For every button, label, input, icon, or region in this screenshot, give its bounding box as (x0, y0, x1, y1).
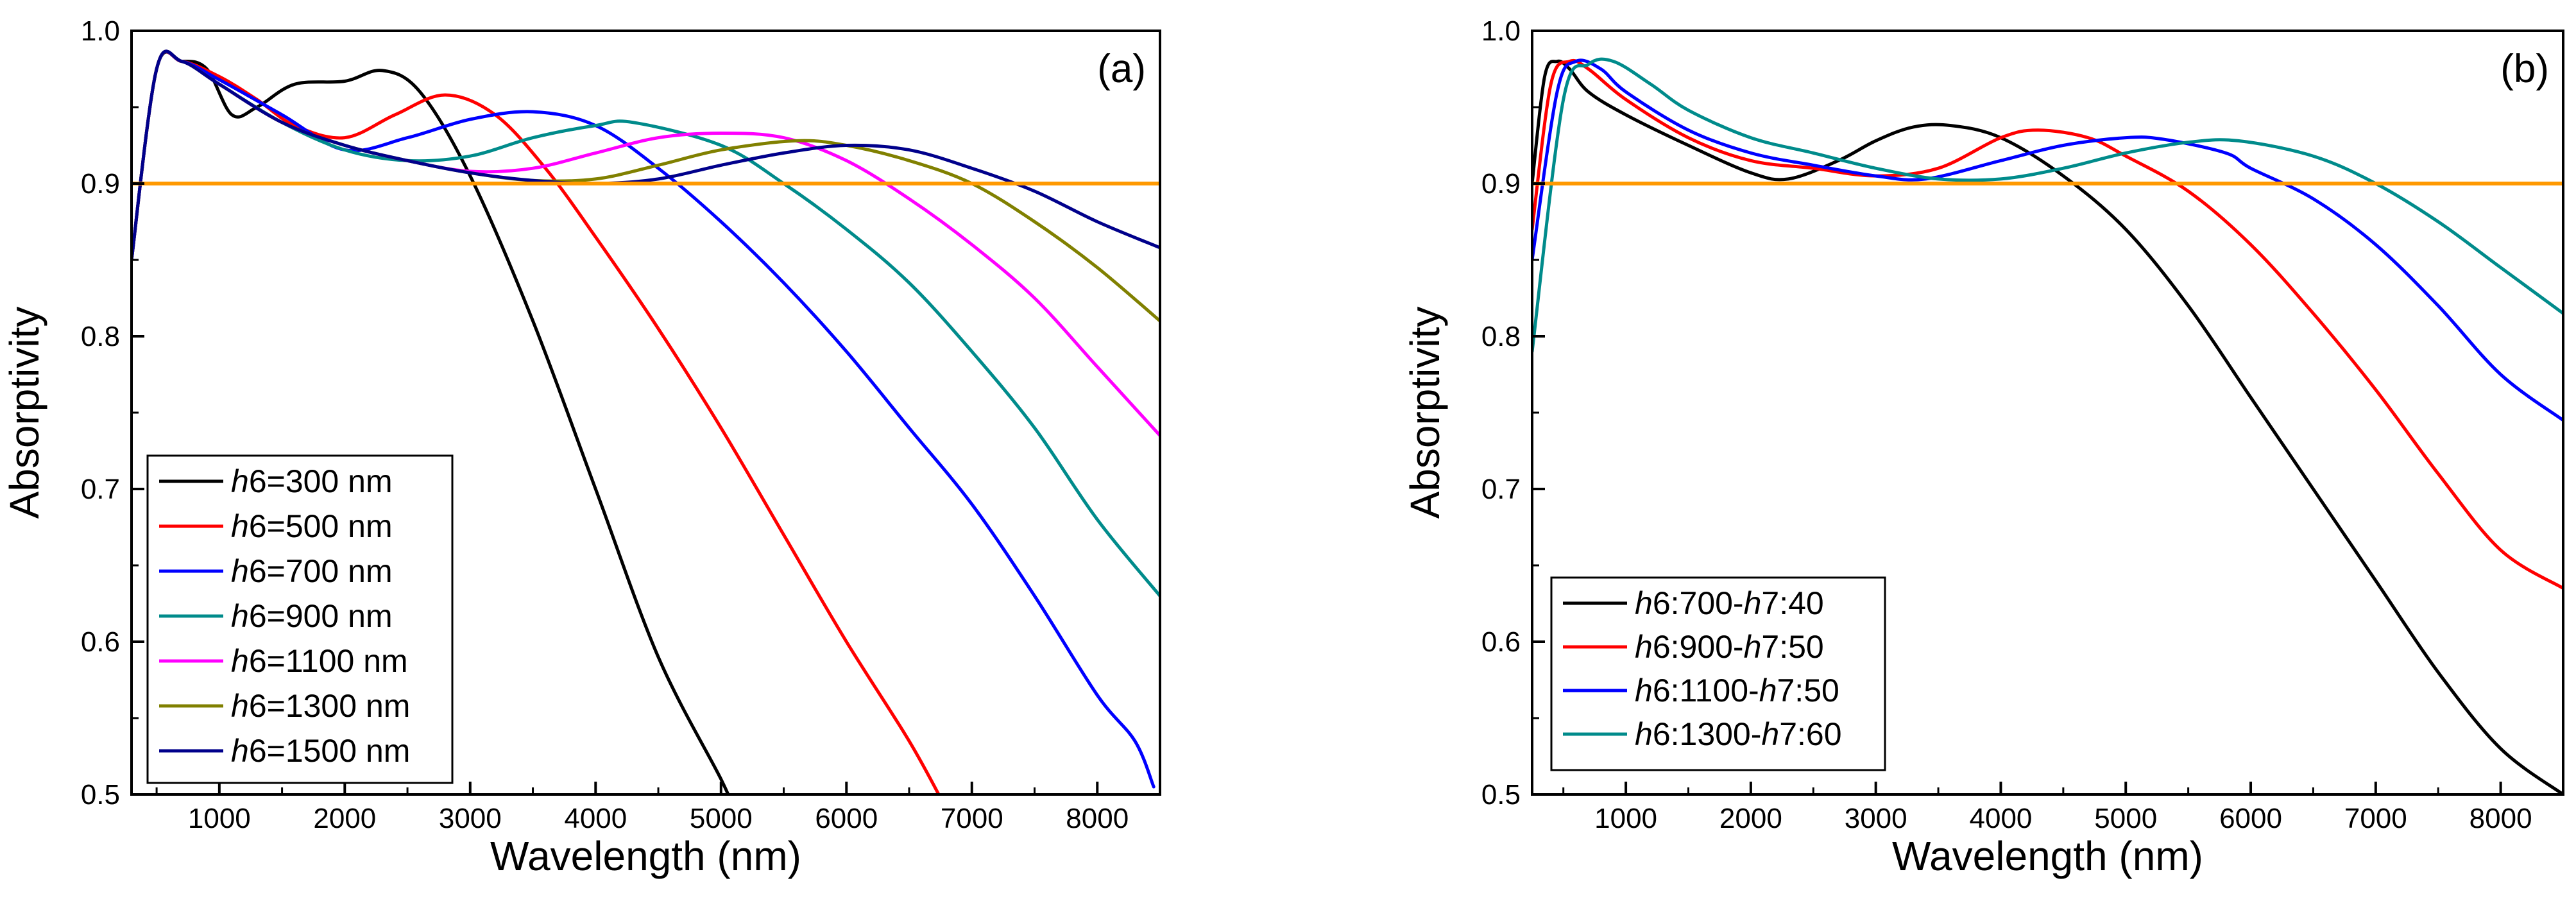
x-tick-label: 2000 (1719, 803, 1782, 834)
x-tick-label: 5000 (2094, 803, 2157, 834)
legend-label: h6=700 nm (231, 553, 393, 589)
series-line-6 (132, 49, 1160, 323)
y-tick-label: 0.7 (1481, 474, 1521, 505)
y-tick-label: 0.9 (1481, 168, 1521, 200)
legend: h6=300 nm h6=500 nm h6=700 nm h6=900 nm h6=1… (146, 454, 454, 784)
legend-label: h6=300 nm (231, 463, 393, 499)
legend-label: h6=1100 nm (231, 643, 408, 679)
series-line-2 (1532, 58, 2563, 590)
legend-label: h6:700-h7:40 (1635, 585, 1824, 621)
series-line-2 (132, 50, 941, 794)
x-tick-label: 7000 (941, 803, 1003, 834)
plot-area (132, 49, 1160, 794)
y-tick-label: 0.6 (81, 626, 120, 658)
panel-b-absorptivity-chart: 1000 2000 3000 4000 5000 6000 7000 8000 0.5 0.6 0.… (1402, 15, 2564, 879)
legend-label: h6:900-h7:50 (1635, 629, 1824, 665)
panel-a-absorptivity-chart: 1000 2000 3000 4000 5000 6000 7000 8000 0.5 0.6 0.… (1, 15, 1161, 879)
y-tick-label: 0.8 (1481, 321, 1521, 352)
legend-label: h6=1500 nm (231, 733, 410, 769)
legend-label: h6:1300-h7:60 (1635, 716, 1842, 752)
x-tick-label: 8000 (2469, 803, 2532, 834)
x-tick-label: 2000 (313, 803, 376, 834)
plot-area (1532, 57, 2563, 794)
y-tick-label: 1.0 (1481, 15, 1521, 47)
legend-label: h6=500 nm (231, 508, 393, 544)
legend-box (1550, 576, 1886, 771)
legend-label: h6=1300 nm (231, 688, 410, 724)
x-tick-label: 3000 (1845, 803, 1907, 834)
y-tick-label: 0.5 (81, 779, 120, 811)
x-axis-title: Wavelength (nm) (490, 833, 801, 879)
y-axis-title: Absorptivity (1, 307, 47, 519)
x-tick-label: 5000 (690, 803, 753, 834)
series-line-1 (1532, 59, 2563, 794)
series-line-4 (1532, 57, 2563, 354)
series-line-7 (132, 49, 1160, 262)
series-line-5 (132, 49, 1160, 438)
y-tick-label: 0.8 (81, 321, 120, 352)
series-line-3 (132, 49, 1156, 789)
x-axis-title: Wavelength (nm) (1892, 833, 2203, 879)
y-tick-label: 0.6 (1481, 626, 1521, 658)
y-tick-label: 1.0 (81, 15, 120, 47)
legend-label: h6=900 nm (231, 598, 393, 634)
y-tick-label: 0.9 (81, 168, 120, 200)
x-tick-label: 1000 (1594, 803, 1657, 834)
legend-label: h6:1100-h7:50 (1635, 673, 1839, 708)
y-axis-title: Absorptivity (1402, 307, 1448, 519)
series-line-3 (1532, 58, 2563, 422)
x-tick-label: 6000 (815, 803, 878, 834)
x-tick-label: 8000 (1066, 803, 1129, 834)
x-tick-label: 4000 (564, 803, 627, 834)
legend-box (146, 454, 454, 784)
legend: h6:700-h7:40 h6:900-h7:50 h6:1100-h7:50 h6:… (1550, 576, 1886, 771)
y-tick-label: 0.7 (81, 474, 120, 505)
panel-label: (a) (1097, 47, 1146, 91)
x-tick-label: 3000 (439, 803, 502, 834)
x-tick-label: 1000 (188, 803, 251, 834)
x-tick-label: 6000 (2219, 803, 2282, 834)
y-tick-label: 0.5 (1481, 779, 1521, 811)
x-tick-label: 4000 (1970, 803, 2033, 834)
panel-label: (b) (2500, 47, 2549, 91)
x-tick-label: 7000 (2344, 803, 2407, 834)
